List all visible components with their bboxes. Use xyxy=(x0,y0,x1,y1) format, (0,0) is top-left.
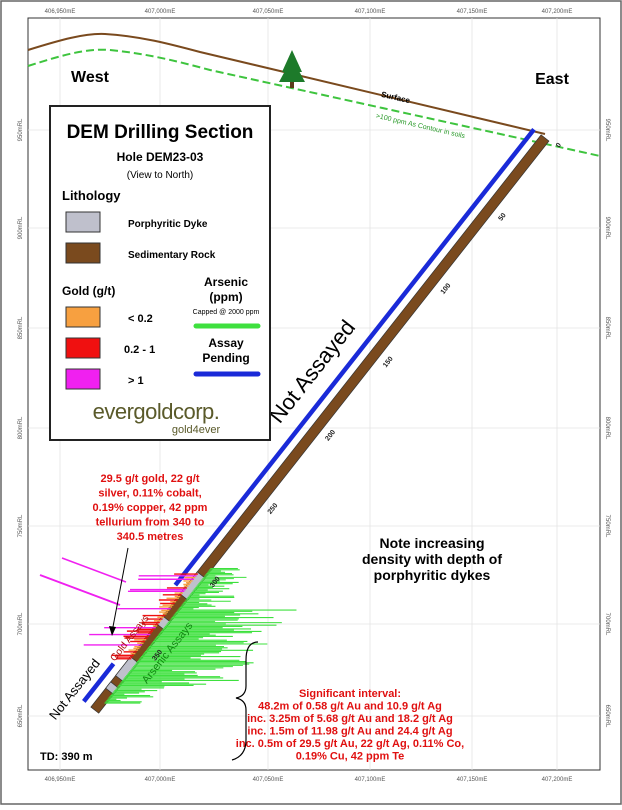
elevation-label: 950mRL xyxy=(18,118,24,141)
elevation-label: 950mRL xyxy=(604,119,610,142)
depth-label: 0 xyxy=(555,142,563,149)
depth-label: 50 xyxy=(497,212,507,223)
gold-low-label: < 0.2 xyxy=(128,313,153,325)
tree-icon xyxy=(279,50,305,88)
annotation-line: 48.2m of 0.58 g/t Au and 10.9 g/t Ag xyxy=(258,701,442,713)
easting-label: 407,100mE xyxy=(355,777,386,783)
easting-label: 407,050mE xyxy=(253,777,284,783)
annotation-line: 0.19% copper, 42 ppm xyxy=(93,502,208,514)
elevation-label: 800mRL xyxy=(604,417,610,440)
elevation-label: 750mRL xyxy=(604,515,610,538)
dyke xyxy=(115,656,139,683)
annotation-line: inc. 0.5m of 29.5 g/t Au, 22 g/t Ag, 0.1… xyxy=(236,738,464,750)
gold-mid-swatch xyxy=(65,337,101,359)
gold-bar xyxy=(39,574,121,606)
assay-bars xyxy=(39,557,297,704)
elevation-label: 650mRL xyxy=(18,704,24,727)
arsenic-unit: (ppm) xyxy=(209,290,242,304)
easting-label: 406,950mE xyxy=(45,777,76,783)
lithology-heading: Lithology xyxy=(62,188,121,203)
annotation-line: 340.5 metres xyxy=(117,531,184,543)
sediment-swatch xyxy=(65,242,101,264)
annotation-line: silver, 0.11% cobalt, xyxy=(98,488,201,500)
elevation-label: 700mRL xyxy=(18,612,24,635)
annotation-line: inc. 3.25m of 5.68 g/t Au and 18.2 g/t A… xyxy=(247,713,453,725)
arsenic-cap: Capped @ 2000 ppm xyxy=(193,309,260,316)
surface-line xyxy=(27,32,546,135)
pending-label: Assay xyxy=(208,336,244,350)
gold-heading: Gold (g/t) xyxy=(62,284,115,298)
dyke xyxy=(105,681,120,695)
hole-trace xyxy=(90,134,550,714)
annotation-line: inc. 1.5m of 11.98 g/t Au and 24.4 g/t A… xyxy=(247,726,452,738)
high-grade-note: 29.5 g/t gold, 22 g/t silver, 0.11% cobal… xyxy=(93,473,208,543)
interval-brace xyxy=(231,641,259,761)
view-label: (View to North) xyxy=(127,170,194,181)
logo: evergoldcorp. xyxy=(93,399,220,424)
hole-name: Hole DEM23-03 xyxy=(117,150,204,164)
td-label: TD: 390 m xyxy=(40,751,93,763)
easting-label: 407,200mE xyxy=(542,9,573,15)
elevation-label: 900mRL xyxy=(604,217,610,240)
sediment-label: Sedimentary Rock xyxy=(128,250,216,261)
pending-label: Pending xyxy=(202,351,249,365)
west-label: West xyxy=(71,69,110,86)
pointer-head xyxy=(109,626,116,636)
logo-tagline: gold4ever xyxy=(172,424,221,436)
gold-mid-label: 0.2 - 1 xyxy=(124,344,155,356)
annotation-line: porphyritic dykes xyxy=(374,567,491,583)
arsenic-heading: Arsenic xyxy=(204,275,248,289)
easting-label: 407,100mE xyxy=(355,9,386,15)
dyke-label: Porphyritic Dyke xyxy=(128,219,208,230)
elevation-label: 700mRL xyxy=(604,613,610,636)
easting-label: 407,200mE xyxy=(542,777,573,783)
gold-high-label: > 1 xyxy=(128,375,144,387)
elevation-label: 750mRL xyxy=(18,514,24,537)
easting-label: 407,150mE xyxy=(457,9,488,15)
legend-title: DEM Drilling Section xyxy=(67,122,254,143)
drill-hole xyxy=(82,127,550,714)
annotation-line: 29.5 g/t gold, 22 g/t xyxy=(100,473,199,485)
elevation-label: 850mRL xyxy=(604,317,610,340)
easting-label: 407,000mE xyxy=(145,9,176,15)
annotation-line: Significant interval: xyxy=(299,688,401,700)
easting-label: 407,150mE xyxy=(457,777,488,783)
gold-low-swatch xyxy=(65,306,101,328)
gold-high-swatch xyxy=(65,368,101,390)
annotation-line: 0.19% Cu, 42 ppm Te xyxy=(296,751,405,763)
east-label: East xyxy=(535,71,569,88)
pointer-line xyxy=(111,547,129,633)
arsenic-contour xyxy=(27,48,601,157)
easting-label: 407,050mE xyxy=(253,9,284,15)
elevation-label: 900mRL xyxy=(18,216,24,239)
gold-bar xyxy=(61,557,127,583)
easting-label: 406,950mE xyxy=(45,9,76,15)
pending-line xyxy=(173,127,536,587)
pending-line xyxy=(82,662,116,703)
annotation-line: density with depth of xyxy=(362,551,502,567)
easting-label: 407,000mE xyxy=(145,777,176,783)
annotation-line: Note increasing xyxy=(379,535,484,551)
interval-note: Significant interval:48.2m of 0.58 g/t A… xyxy=(236,688,464,763)
elevation-label: 850mRL xyxy=(18,316,24,339)
elevation-label: 800mRL xyxy=(18,416,24,439)
elevation-label: 650mRL xyxy=(604,705,610,728)
annotation-line: tellurium from 340 to xyxy=(96,517,205,529)
dyke-swatch xyxy=(65,211,101,233)
